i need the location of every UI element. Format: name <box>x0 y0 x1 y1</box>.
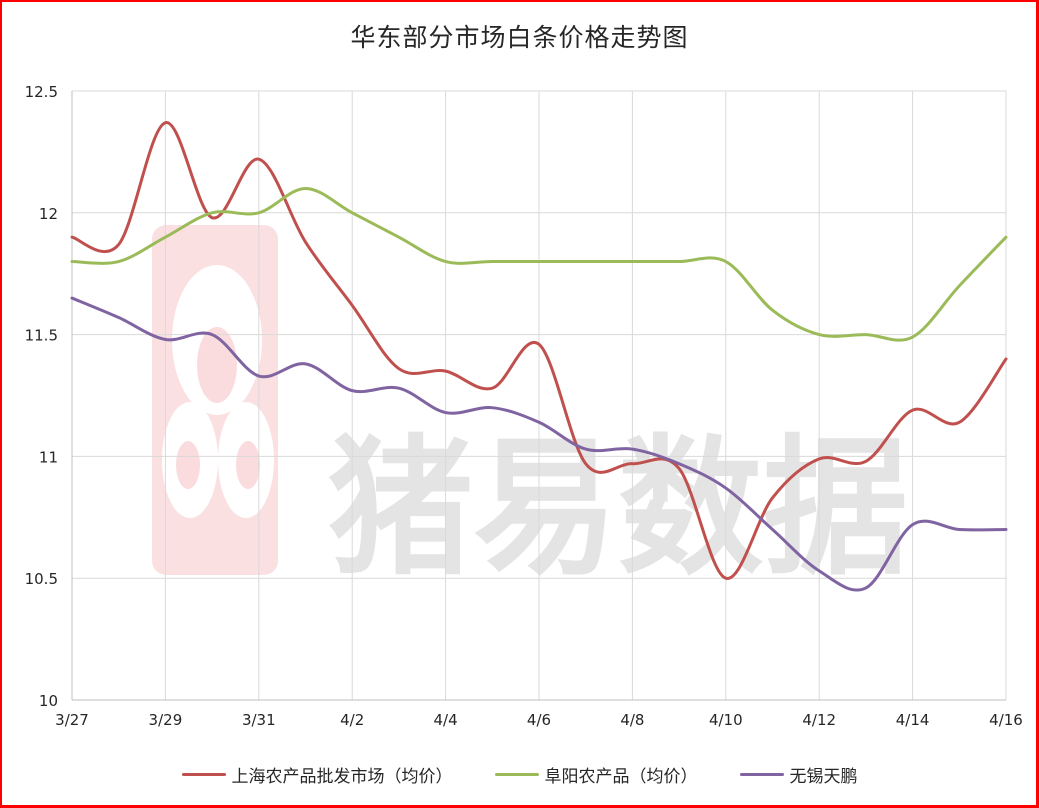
legend-label-wuxi: 无锡天鹏 <box>789 767 858 787</box>
legend-item-wuxi[interactable]: 无锡天鹏 <box>739 762 858 787</box>
x-tick-label: 3/31 <box>242 711 276 729</box>
watermark-logo <box>152 225 278 575</box>
watermark: 猪易数据 <box>152 225 908 596</box>
legend: 上海农产品批发市场（均价） 阜阳农产品（均价） 无锡天鹏 <box>0 762 1039 787</box>
y-tick-label: 12 <box>39 205 58 223</box>
legend-label-fuyang: 阜阳农产品（均价） <box>544 767 698 787</box>
legend-label-shanghai: 上海农产品批发市场（均价） <box>231 767 453 787</box>
series-line-shanghai <box>70 121 1008 580</box>
series-line-wuxi <box>70 296 1008 592</box>
x-tick-label: 4/10 <box>709 711 743 729</box>
axes <box>71 91 1006 701</box>
legend-swatch-wuxi <box>739 773 784 776</box>
x-tick-label: 4/2 <box>340 711 364 729</box>
x-tick-label: 4/8 <box>620 711 644 729</box>
x-tick-label: 3/29 <box>149 711 183 729</box>
legend-item-fuyang[interactable]: 阜阳农产品（均价） <box>494 762 698 787</box>
legend-swatch-fuyang <box>494 773 539 776</box>
x-tick-label: 3/27 <box>55 711 89 729</box>
x-tick-label: 4/12 <box>802 711 836 729</box>
x-tick-label: 4/4 <box>434 711 458 729</box>
chart-title: 华东部分市场白条价格走势图 <box>350 23 689 52</box>
x-tick-label: 4/6 <box>527 711 551 729</box>
y-tick-label: 11.5 <box>25 327 58 345</box>
y-tick-label: 12.5 <box>25 83 58 101</box>
x-tick-label: 4/14 <box>896 711 930 729</box>
y-axis-ticks: 12.5 12 11.5 11 10.5 10 <box>25 83 58 710</box>
y-tick-label: 10 <box>39 692 58 710</box>
series-lines <box>70 121 1008 592</box>
series-line-fuyang <box>70 186 1008 342</box>
y-tick-label: 10.5 <box>25 570 58 588</box>
legend-swatch-shanghai <box>181 773 226 776</box>
legend-item-shanghai[interactable]: 上海农产品批发市场（均价） <box>181 762 453 787</box>
y-tick-label: 11 <box>39 448 58 466</box>
x-tick-label: 4/16 <box>989 711 1023 729</box>
x-axis-ticks: 3/27 3/29 3/31 4/2 4/4 4/6 4/8 4/10 4/12 4/14 4/16 <box>55 711 1023 729</box>
